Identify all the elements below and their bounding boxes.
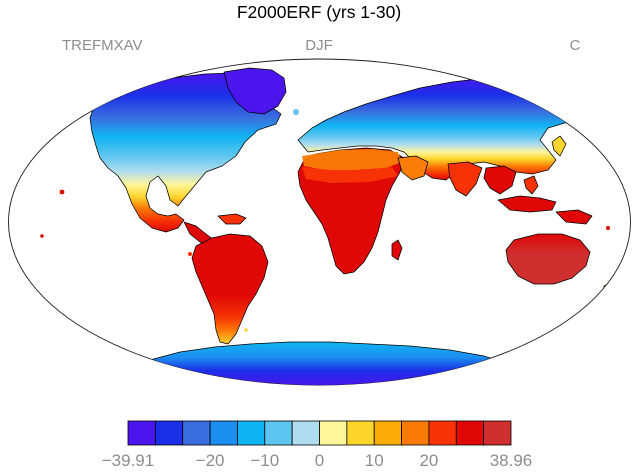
region-sahel bbox=[302, 167, 398, 183]
region-north-america bbox=[90, 73, 281, 232]
island-hawaii bbox=[59, 189, 65, 195]
region-antarctica bbox=[128, 342, 520, 385]
colorbar-tick-label: 20 bbox=[419, 451, 438, 470]
region-south-america bbox=[192, 234, 268, 344]
colorbar-swatch[interactable] bbox=[209, 420, 238, 446]
region-central-america bbox=[184, 222, 214, 246]
region-southeast-asia bbox=[484, 166, 516, 194]
coastline-south-america bbox=[191, 233, 269, 345]
region-india bbox=[448, 162, 482, 196]
colorbar-tick-labels: −39.91 −20 −10 0 10 20 38.96 bbox=[102, 451, 533, 470]
colorbar-swatch[interactable] bbox=[346, 420, 375, 446]
colorbar-swatch[interactable] bbox=[182, 420, 211, 446]
map-data-layer bbox=[40, 67, 619, 385]
units-label: C bbox=[570, 37, 581, 54]
region-greenland bbox=[224, 68, 286, 114]
island-galapagos bbox=[188, 252, 192, 256]
coastline-africa bbox=[297, 147, 405, 275]
colorbar-swatch[interactable] bbox=[373, 420, 402, 446]
colorbar-tick-label: −10 bbox=[250, 451, 279, 470]
colorbar-swatch[interactable] bbox=[291, 420, 320, 446]
coastline-arabia bbox=[397, 155, 429, 181]
coastline-australia bbox=[505, 233, 591, 285]
colorbar[interactable]: −39.91 −20 −10 0 10 20 38.96 bbox=[102, 420, 533, 470]
coastline-japan bbox=[551, 135, 567, 157]
map-canvas bbox=[8, 58, 631, 386]
coastline-new-guinea bbox=[555, 209, 593, 225]
region-sahara bbox=[302, 149, 402, 170]
coastline-eurasia bbox=[297, 75, 599, 181]
coastline-southeast-asia bbox=[483, 165, 517, 195]
colorbar-swatch[interactable] bbox=[483, 420, 512, 446]
coastline-new-zealand bbox=[603, 281, 619, 301]
colorbar-tick-label: −39.91 bbox=[102, 451, 154, 470]
coastline-indonesia bbox=[497, 195, 557, 213]
island-iceland bbox=[293, 109, 299, 115]
island-pacific-2 bbox=[606, 226, 610, 230]
coastline-philippines bbox=[523, 175, 539, 195]
colorbar-tick-label: 0 bbox=[315, 451, 324, 470]
coastline-greenland bbox=[223, 67, 287, 115]
colorbar-swatch[interactable] bbox=[127, 420, 156, 446]
coastline-india bbox=[447, 161, 483, 197]
colorbar-swatch[interactable] bbox=[154, 420, 184, 446]
region-indonesia bbox=[498, 196, 556, 212]
region-australia bbox=[506, 234, 590, 284]
colorbar-swatch[interactable] bbox=[401, 420, 430, 446]
region-caribbean bbox=[218, 214, 246, 224]
colorbar-tick-label: 38.96 bbox=[490, 451, 533, 470]
season-label: DJF bbox=[305, 37, 333, 54]
colorbar-tick-label: −20 bbox=[196, 451, 225, 470]
colorbar-tick-label: 10 bbox=[365, 451, 384, 470]
colorbar-swatch[interactable] bbox=[455, 420, 485, 446]
colorbar-swatch[interactable] bbox=[319, 420, 348, 446]
region-arabia bbox=[398, 156, 428, 180]
colorbar-swatch[interactable] bbox=[237, 420, 266, 446]
island-falkland bbox=[244, 328, 248, 332]
page-title: F2000ERF (yrs 1-30) bbox=[237, 2, 401, 22]
colorbar-swatch[interactable] bbox=[428, 420, 457, 446]
coastline-madagascar bbox=[391, 239, 403, 261]
colorbar-swatch[interactable] bbox=[264, 420, 293, 446]
variable-label: TREFMXAV bbox=[62, 37, 143, 54]
colorbar-swatches[interactable] bbox=[127, 420, 512, 446]
coastline-antarctica bbox=[127, 341, 521, 375]
island-pacific-1 bbox=[40, 234, 44, 238]
coastline-caribbean bbox=[217, 213, 247, 225]
